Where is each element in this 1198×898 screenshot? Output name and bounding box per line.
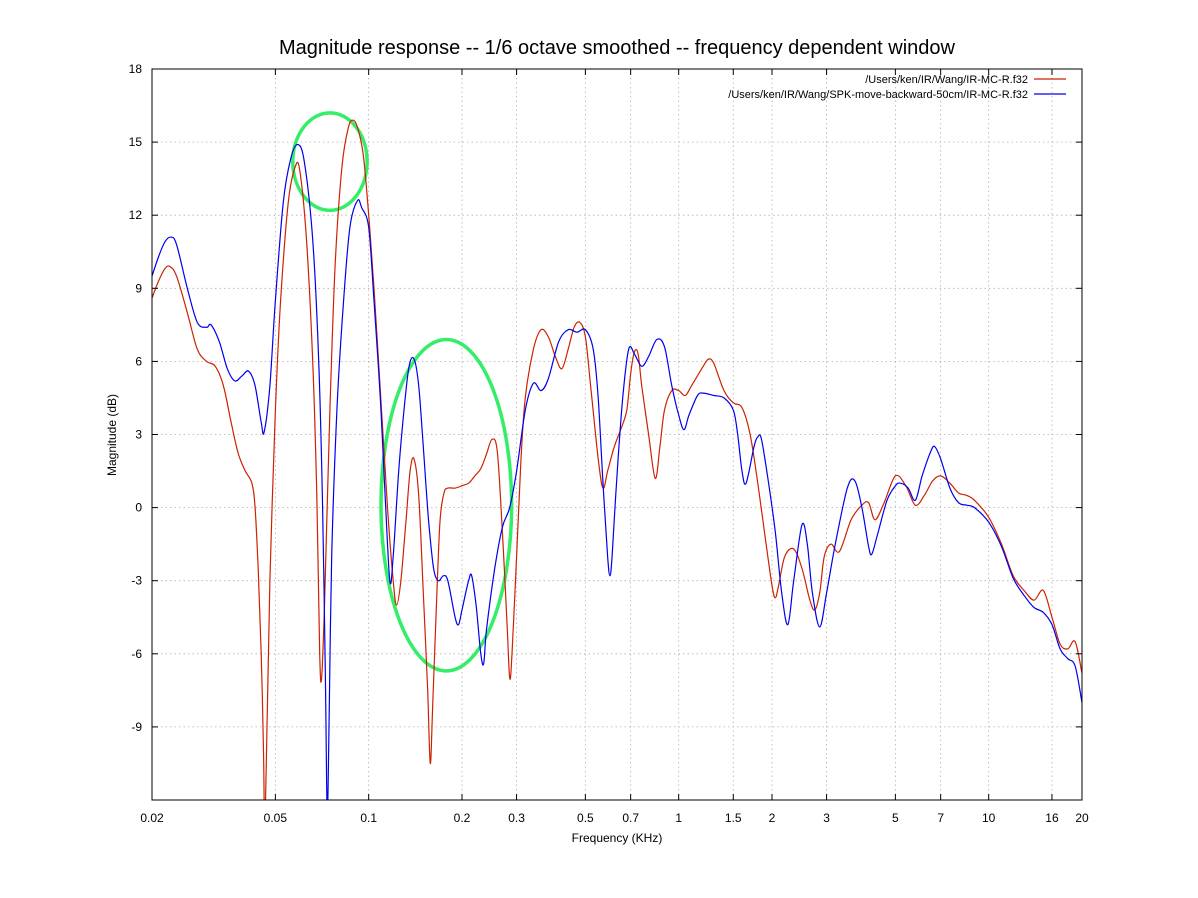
x-tick-label: 0.3 — [508, 811, 525, 825]
x-tick-label: 10 — [982, 811, 996, 825]
y-tick-label: 6 — [135, 354, 142, 368]
x-tick-label: 0.7 — [622, 811, 639, 825]
x-tick-label: 0.1 — [360, 811, 377, 825]
y-tick-label: 15 — [129, 135, 143, 149]
series-line-2 — [152, 143, 1082, 800]
grid-lines — [152, 69, 1082, 800]
x-tick-label: 0.05 — [264, 811, 288, 825]
y-tick-label: 0 — [135, 501, 142, 515]
legend-label-2: /Users/ken/IR/Wang/SPK-move-backward-50c… — [728, 89, 1028, 101]
legend: /Users/ken/IR/Wang/IR-MC-R.f32/Users/ken… — [728, 74, 1066, 101]
x-tick-label: 7 — [937, 811, 944, 825]
y-tick-label: 3 — [135, 428, 142, 442]
x-tick-label: 3 — [823, 811, 830, 825]
y-tick-label: 18 — [129, 62, 143, 76]
x-tick-label: 0.5 — [577, 811, 594, 825]
y-axis-label: Magnitude (dB) — [105, 394, 119, 476]
x-axis-ticks: 0.02 0.05 0.1 0.2 0.3 0.5 0.7 1 1.5 2 3 5 7 10 16 20 — [140, 69, 1089, 825]
annotation-ellipses — [291, 111, 514, 673]
y-tick-label: 9 — [135, 281, 142, 295]
annotation-ellipse-1 — [291, 111, 369, 213]
series-line-1 — [152, 119, 1082, 800]
y-tick-label: -9 — [131, 720, 142, 734]
y-tick-label: -6 — [131, 647, 142, 661]
x-tick-label: 20 — [1075, 811, 1089, 825]
x-tick-label: 0.02 — [140, 811, 164, 825]
x-tick-label: 2 — [769, 811, 776, 825]
x-tick-label: 0.2 — [454, 811, 471, 825]
y-tick-label: 12 — [129, 208, 143, 222]
y-tick-label: -3 — [131, 574, 142, 588]
series-lines — [152, 119, 1082, 800]
x-tick-label: 1.5 — [725, 811, 742, 825]
y-axis-ticks: -9 -6 -3 0 3 6 9 12 15 18 — [129, 62, 1082, 734]
x-axis-label: Frequency (KHz) — [572, 831, 663, 845]
legend-label-1: /Users/ken/IR/Wang/IR-MC-R.f32 — [865, 74, 1028, 86]
annotation-ellipse-2 — [379, 337, 514, 673]
x-tick-label: 5 — [892, 811, 899, 825]
x-tick-label: 1 — [675, 811, 682, 825]
chart-title: Magnitude response -- 1/6 octave smoothe… — [279, 37, 956, 59]
x-tick-label: 16 — [1045, 811, 1059, 825]
